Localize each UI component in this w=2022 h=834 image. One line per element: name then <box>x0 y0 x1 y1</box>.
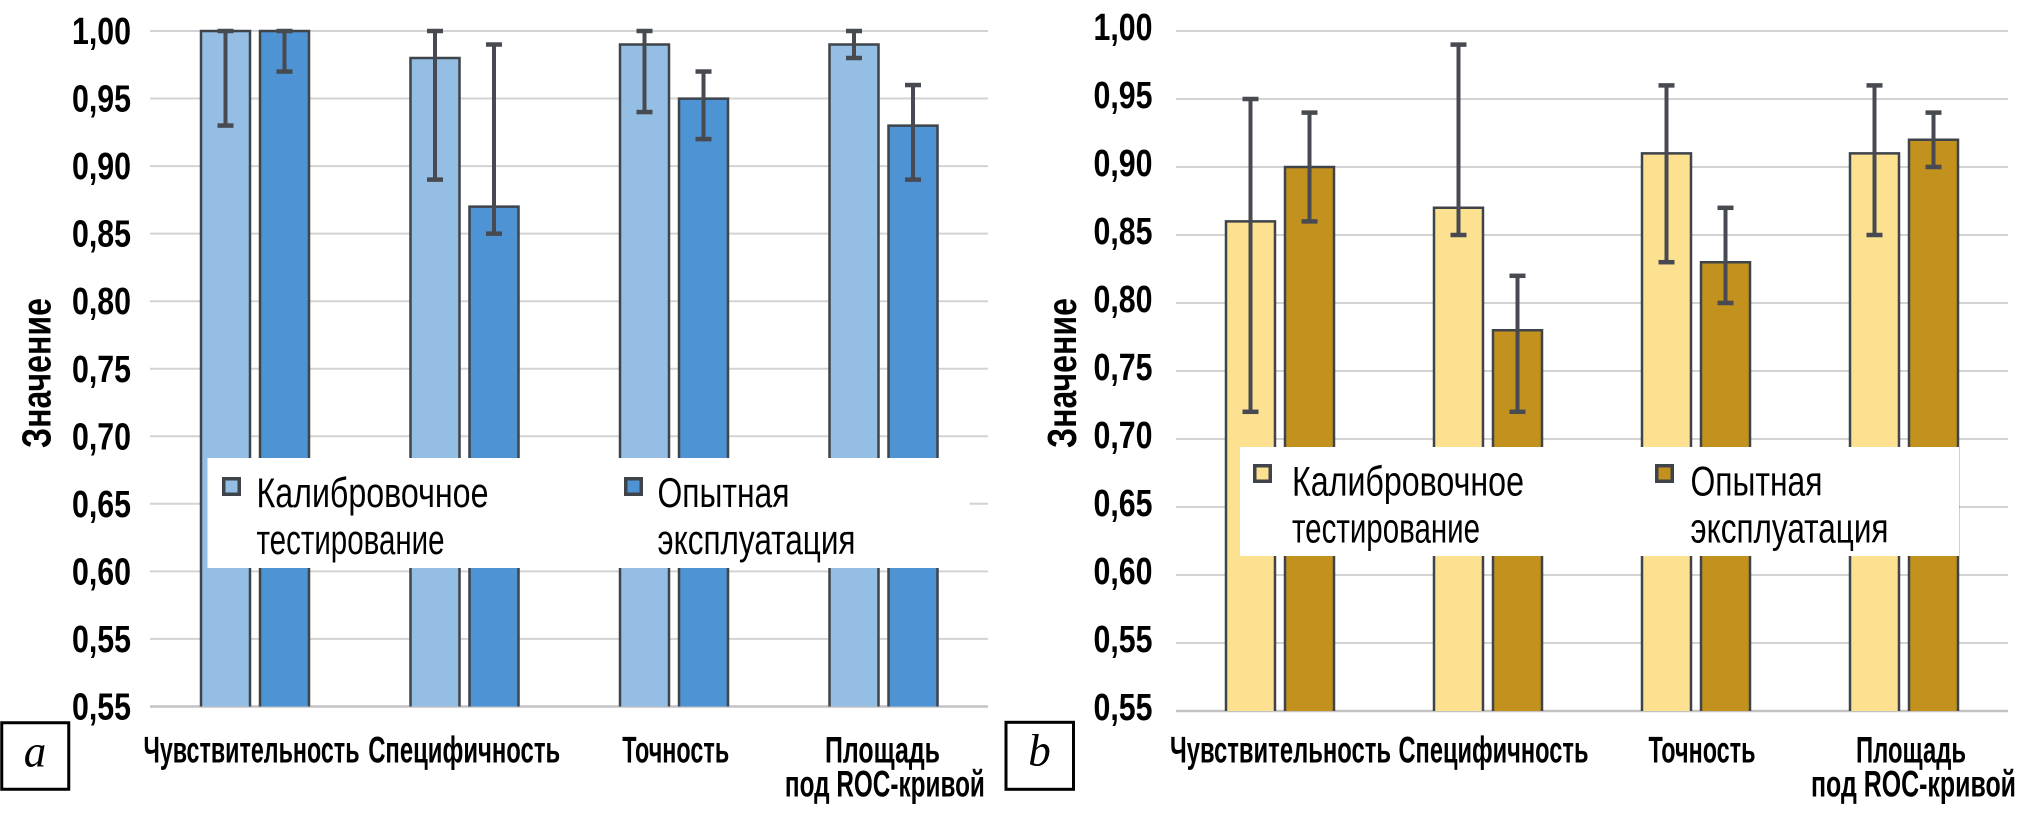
svg-text:0,55: 0,55 <box>72 619 131 661</box>
svg-text:0,70: 0,70 <box>1094 415 1153 457</box>
svg-text:под ROC-кривой: под ROC-кривой <box>1811 764 2016 805</box>
svg-text:0,70: 0,70 <box>72 416 131 458</box>
svg-text:0,75: 0,75 <box>72 349 131 391</box>
svg-text:1,00: 1,00 <box>1094 7 1153 49</box>
svg-text:0,80: 0,80 <box>72 281 131 323</box>
svg-text:0,85: 0,85 <box>72 214 131 256</box>
svg-text:0,85: 0,85 <box>1094 211 1153 253</box>
svg-text:Опытная: Опытная <box>1691 458 1823 505</box>
svg-text:эксплуатация: эксплуатация <box>1691 505 1889 552</box>
svg-text:Калибровочное: Калибровочное <box>1292 458 1524 505</box>
svg-text:0,65: 0,65 <box>72 484 131 526</box>
svg-text:0,55: 0,55 <box>72 687 131 729</box>
svg-text:под ROC-кривой: под ROC-кривой <box>785 764 985 805</box>
svg-text:1,00: 1,00 <box>72 11 131 53</box>
svg-text:0,60: 0,60 <box>1094 551 1153 593</box>
svg-text:0,90: 0,90 <box>1094 143 1153 185</box>
svg-text:0,55: 0,55 <box>1094 619 1153 661</box>
svg-text:Значение: Значение <box>14 298 60 448</box>
svg-text:Специфичность: Специфичность <box>368 730 560 771</box>
svg-text:0,55: 0,55 <box>1094 687 1153 729</box>
svg-text:0,65: 0,65 <box>1094 483 1153 525</box>
svg-text:0,95: 0,95 <box>1094 75 1153 117</box>
svg-text:Калибровочное: Калибровочное <box>257 469 489 516</box>
svg-text:Чувствительность: Чувствительность <box>1170 730 1391 771</box>
svg-text:0,95: 0,95 <box>72 79 131 121</box>
svg-text:a: a <box>24 727 47 777</box>
svg-text:0,75: 0,75 <box>1094 347 1153 389</box>
svg-text:Чувствительность: Чувствительность <box>144 730 360 771</box>
svg-text:Опытная: Опытная <box>658 469 790 516</box>
svg-text:0,60: 0,60 <box>72 551 131 593</box>
svg-text:Площадь: Площадь <box>1856 730 1966 771</box>
svg-text:тестирование: тестирование <box>1292 505 1480 552</box>
svg-text:0,90: 0,90 <box>72 146 131 188</box>
svg-text:Точность: Точность <box>1649 730 1756 771</box>
svg-text:Точность: Точность <box>622 730 729 771</box>
svg-text:0,80: 0,80 <box>1094 279 1153 321</box>
svg-text:Площадь: Площадь <box>825 730 940 771</box>
svg-text:b: b <box>1028 726 1051 776</box>
svg-text:эксплуатация: эксплуатация <box>658 516 856 563</box>
svg-text:Значение: Значение <box>1039 298 1085 448</box>
svg-text:Специфичность: Специфичность <box>1399 730 1589 771</box>
svg-text:тестирование: тестирование <box>257 516 445 563</box>
